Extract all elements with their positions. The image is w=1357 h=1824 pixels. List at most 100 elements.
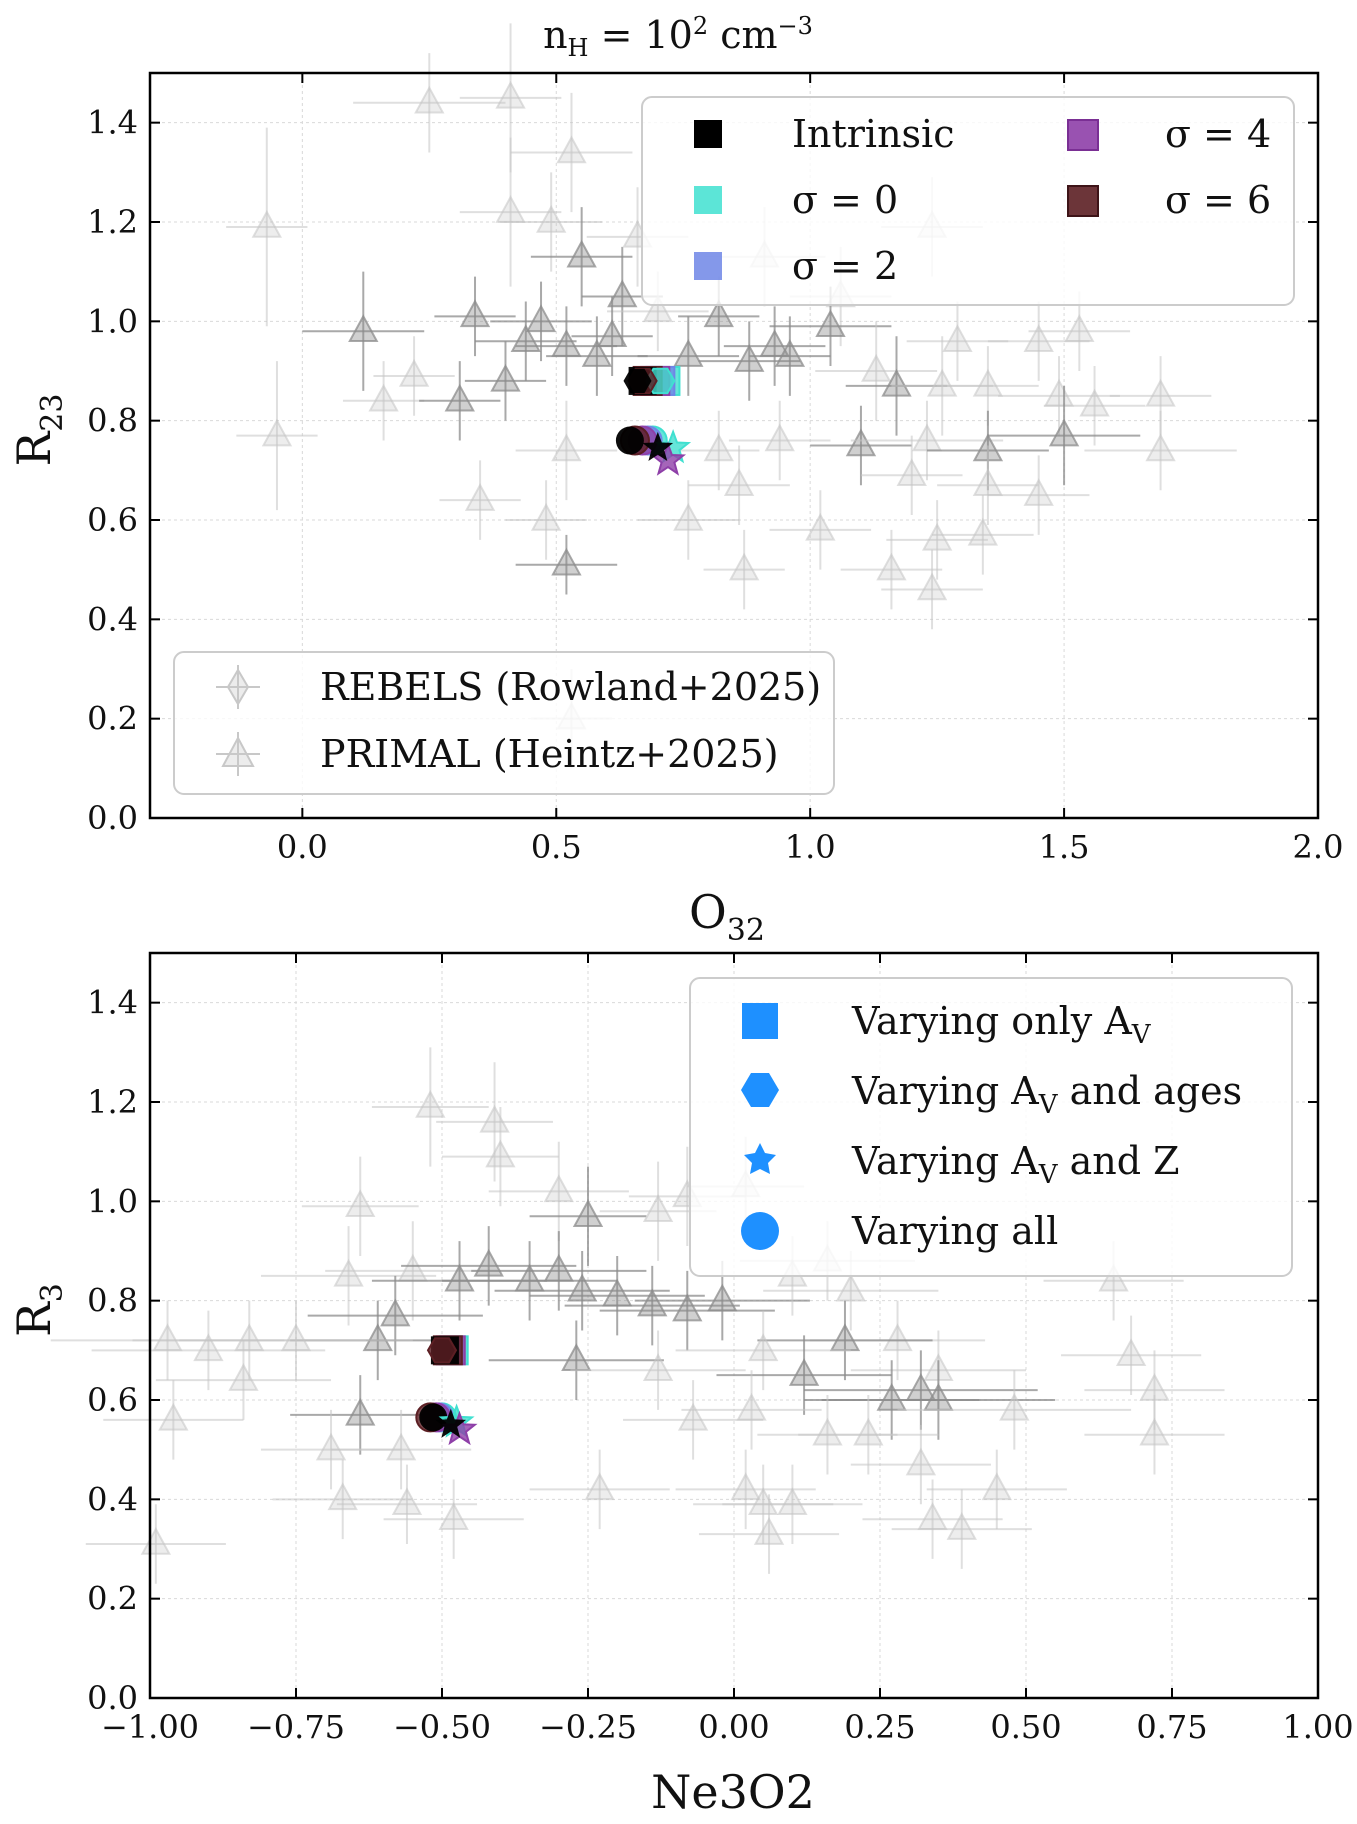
top-observation-60 bbox=[703, 529, 785, 610]
bottom-obs-marker-38 bbox=[876, 1382, 907, 1411]
bottom-obs-marker-12 bbox=[473, 1248, 504, 1277]
bottom-observation-18 bbox=[599, 1270, 775, 1351]
legend-marker-sigma6 bbox=[1067, 185, 1099, 217]
bottom-observation-32 bbox=[675, 1310, 851, 1391]
legend-circle-icon bbox=[741, 1212, 779, 1250]
bottom-obs-marker-19 bbox=[707, 1283, 738, 1312]
top-observation-49 bbox=[439, 460, 521, 540]
bottom-obs-marker-51 bbox=[1115, 1338, 1147, 1367]
bottom-obs-marker-63 bbox=[946, 1512, 977, 1540]
bottom-observation-59 bbox=[722, 1464, 863, 1545]
bottom-obs-marker-5 bbox=[572, 1199, 604, 1227]
bottom-obs-marker-26 bbox=[228, 1363, 259, 1391]
bottom-model-hexagon-4 bbox=[426, 1337, 458, 1364]
top-obs-marker-50 bbox=[530, 502, 562, 531]
top-observation-18 bbox=[475, 301, 577, 381]
top-obs-marker-58 bbox=[921, 522, 953, 551]
bottom-observation-41 bbox=[290, 1375, 431, 1455]
legend-label-rebels: REBELS (Rowland+2025) bbox=[320, 665, 821, 709]
top-obs-marker-17 bbox=[348, 314, 379, 343]
bottom-obs-marker-61 bbox=[981, 1472, 1012, 1501]
bottom-ytick-label-3: 0.6 bbox=[87, 1381, 138, 1419]
top-obs-marker-39 bbox=[398, 358, 430, 387]
top-observation-58 bbox=[886, 500, 988, 580]
bottom-obs-marker-45 bbox=[736, 1392, 767, 1421]
top-obs-marker-32 bbox=[1145, 378, 1176, 407]
legend-label-only-av: Varying only AV bbox=[851, 999, 1152, 1050]
legend-label-sigma0: σ = 0 bbox=[792, 178, 898, 222]
bottom-observation-3 bbox=[488, 1141, 629, 1242]
top-obs-marker-49 bbox=[464, 483, 496, 511]
top-obs-marker-36 bbox=[368, 383, 399, 412]
bottom-obs-marker-42 bbox=[315, 1432, 347, 1461]
bottom-obs-marker-40 bbox=[999, 1392, 1030, 1421]
legend-label-sigma2: σ = 2 bbox=[792, 244, 898, 288]
top-observation-22 bbox=[637, 316, 740, 396]
bottom-xtick-label-2: −0.50 bbox=[393, 1708, 491, 1746]
top-obs-marker-35 bbox=[942, 324, 973, 352]
bottom-observation-55 bbox=[383, 1479, 524, 1559]
top-observation-41 bbox=[515, 400, 618, 501]
title-eq: = 10 bbox=[588, 13, 692, 57]
top-xtick-label-0: 0.0 bbox=[277, 828, 328, 866]
bottom-observation-61 bbox=[926, 1449, 1067, 1530]
bottom-obs-marker-21 bbox=[362, 1323, 393, 1352]
top-model-hexagon-7 bbox=[623, 368, 652, 394]
top-obs-marker-16 bbox=[459, 299, 491, 328]
top-observation-40 bbox=[236, 361, 318, 511]
bottom-xtick-label-5: 0.25 bbox=[844, 1708, 915, 1746]
sigma-legend-frame bbox=[641, 96, 1295, 306]
top-observation-15 bbox=[490, 281, 592, 362]
bottom-obs-marker-35 bbox=[788, 1358, 820, 1386]
top-obs-marker-12 bbox=[815, 309, 846, 338]
bottom-obs-marker-0 bbox=[415, 1089, 446, 1118]
bottom-obs-marker-43 bbox=[385, 1432, 417, 1461]
legend-label-sigma6: σ = 6 bbox=[1165, 178, 1271, 222]
bottom-x-axis-label: Ne3O2 bbox=[651, 1765, 815, 1819]
top-obs-marker-51 bbox=[673, 502, 704, 531]
top-obs-marker-13 bbox=[703, 299, 734, 328]
top-obs-marker-2 bbox=[556, 135, 587, 164]
top-observation-35 bbox=[906, 301, 1009, 381]
bottom-observation-0 bbox=[371, 1047, 489, 1167]
bottom-observation-16 bbox=[529, 1255, 705, 1336]
top-obs-marker-18 bbox=[510, 324, 541, 352]
bottom-observation-56 bbox=[529, 1449, 670, 1530]
top-y-axis-label: R23 bbox=[7, 394, 70, 467]
top-obs-marker-62 bbox=[916, 572, 948, 601]
bottom-observation-48 bbox=[850, 1424, 991, 1505]
title-unit-sup: −3 bbox=[778, 12, 813, 40]
top-obs-marker-34 bbox=[1023, 324, 1054, 352]
top-xtick-label-2: 1.0 bbox=[785, 828, 836, 866]
top-obs-marker-1 bbox=[414, 85, 445, 114]
legend-marker-intrinsic bbox=[694, 120, 722, 148]
top-obs-marker-31 bbox=[1079, 388, 1110, 417]
bottom-xtick-label-6: 0.50 bbox=[990, 1708, 1061, 1746]
top-obs-marker-28 bbox=[927, 368, 958, 397]
bottom-obs-marker-49 bbox=[1139, 1417, 1170, 1446]
bottom-model-star-12 bbox=[435, 1408, 467, 1438]
top-ytick-label-1: 0.2 bbox=[87, 700, 138, 738]
top-observation-52 bbox=[688, 445, 790, 525]
top-obs-marker-5 bbox=[535, 204, 567, 233]
bottom-observation-26 bbox=[155, 1340, 332, 1420]
top-observation-50 bbox=[505, 480, 587, 560]
bottom-observation-63 bbox=[891, 1489, 1032, 1569]
top-axes: 0.0 0.5 1.0 1.5 2.0 0.0 0.2 0.4 0.6 0.8 1.0 1.2 1.4 bbox=[87, 71, 1344, 866]
bottom-ytick-label-2: 0.4 bbox=[87, 1480, 138, 1518]
top-obs-marker-61 bbox=[551, 547, 582, 576]
bottom-ytick-label-4: 0.8 bbox=[87, 1282, 138, 1320]
bottom-y-axis-label: R3 bbox=[7, 1283, 70, 1337]
top-observation-16 bbox=[434, 276, 516, 357]
top-observation-43 bbox=[728, 400, 831, 481]
top-ytick-label-7: 1.4 bbox=[87, 104, 138, 142]
bottom-obs-marker-32 bbox=[748, 1333, 779, 1362]
top-obs-marker-23 bbox=[734, 343, 765, 372]
title-unit: cm bbox=[708, 13, 777, 57]
top-obs-marker-42 bbox=[703, 433, 734, 462]
top-xtick-label-4: 2.0 bbox=[1293, 828, 1344, 866]
top-obs-marker-27 bbox=[881, 368, 912, 397]
bottom-observation-65 bbox=[103, 1380, 244, 1460]
legend-marker-primal bbox=[216, 732, 260, 776]
